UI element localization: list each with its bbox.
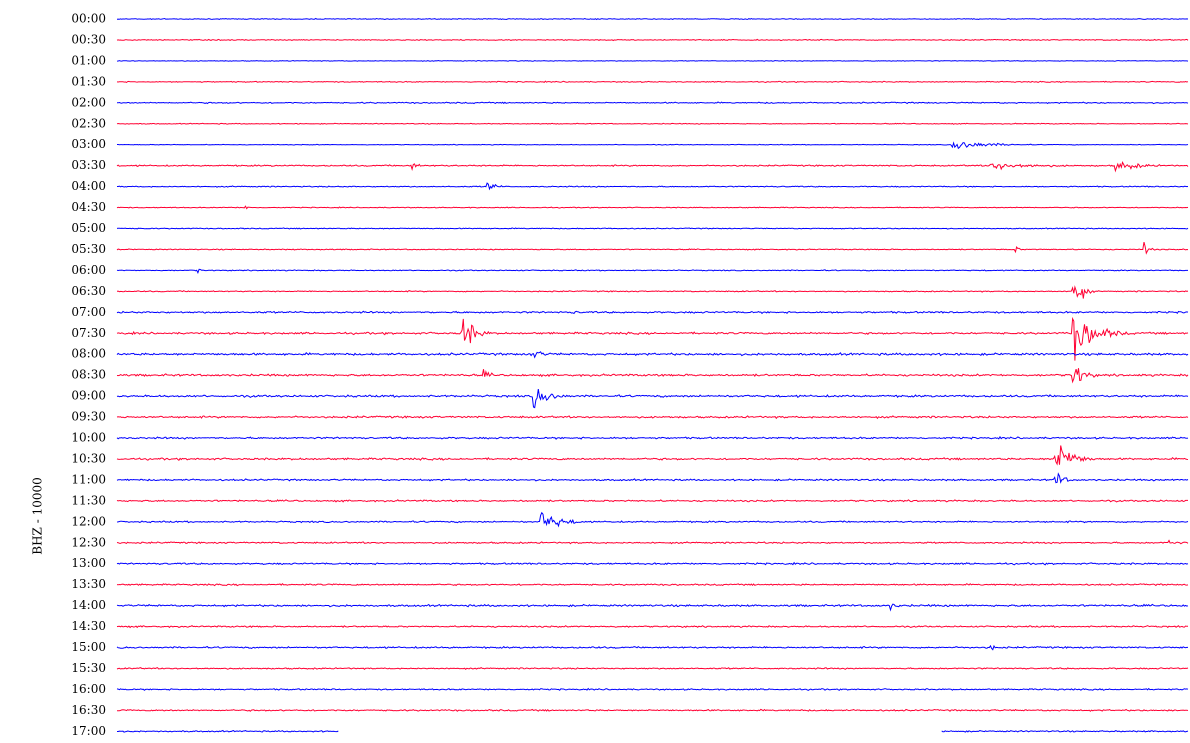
time-label: 03:00 xyxy=(71,137,106,151)
seismic-trace xyxy=(116,499,1188,503)
seismic-trace xyxy=(116,687,1189,691)
seismic-trace xyxy=(116,603,1189,612)
seismic-trace xyxy=(117,182,1189,191)
seismic-trace xyxy=(116,101,1189,105)
time-label: 05:00 xyxy=(71,221,106,235)
seismic-trace xyxy=(116,268,1188,274)
time-label: 08:00 xyxy=(71,347,106,361)
seismic-trace xyxy=(116,316,1189,361)
seismic-trace xyxy=(116,511,1189,528)
seismic-trace xyxy=(116,59,1189,62)
seismic-trace xyxy=(116,38,1189,42)
seismic-trace xyxy=(116,415,1189,420)
seismic-trace xyxy=(116,310,1189,315)
seismic-trace xyxy=(117,141,1189,150)
seismic-trace xyxy=(116,666,1189,670)
time-label: 01:30 xyxy=(71,74,106,88)
seismic-trace xyxy=(116,351,1189,359)
seismic-trace xyxy=(116,445,1189,466)
time-label: 04:30 xyxy=(71,200,106,214)
time-label: 05:30 xyxy=(71,242,106,256)
time-label: 00:30 xyxy=(71,32,106,46)
time-label: 10:30 xyxy=(71,451,106,465)
seismic-trace xyxy=(941,729,1189,733)
time-label: 06:00 xyxy=(71,263,106,277)
time-label: 01:00 xyxy=(71,53,106,67)
time-label: 02:00 xyxy=(71,95,106,109)
time-label: 15:30 xyxy=(71,661,106,675)
time-label: 17:00 xyxy=(71,724,106,738)
seismic-trace xyxy=(116,241,1189,255)
time-label: 14:30 xyxy=(71,619,106,633)
seismic-trace xyxy=(116,227,1189,230)
time-label: 12:30 xyxy=(71,535,106,549)
seismic-trace xyxy=(116,582,1189,587)
seismic-trace xyxy=(116,539,1189,545)
time-label: 04:00 xyxy=(71,179,106,193)
time-label: 02:30 xyxy=(71,116,106,130)
seismic-trace xyxy=(116,389,1189,409)
time-label: 15:00 xyxy=(71,640,106,654)
seismic-trace xyxy=(116,122,1189,125)
trace-group xyxy=(116,17,1189,733)
time-label: 14:00 xyxy=(71,598,106,612)
time-label: 09:00 xyxy=(71,389,106,403)
time-label: 00:00 xyxy=(71,12,106,26)
time-label-group: 00:00 00:30 01:00 01:30 02:00 02:30 03:00 03:30… xyxy=(71,12,106,738)
time-label: 03:30 xyxy=(71,158,106,172)
time-label: 07:00 xyxy=(71,305,106,319)
seismic-trace xyxy=(116,161,1189,173)
seismic-trace xyxy=(116,644,1188,651)
time-label: 06:30 xyxy=(71,284,106,298)
time-label: 07:30 xyxy=(71,326,106,340)
time-label: 11:00 xyxy=(71,472,106,486)
time-label: 10:00 xyxy=(71,431,106,445)
time-label: 16:00 xyxy=(71,682,106,696)
seismic-trace xyxy=(116,285,1189,299)
seismic-trace xyxy=(116,435,1189,440)
time-label: 09:30 xyxy=(71,410,106,424)
time-label: 11:30 xyxy=(71,493,106,507)
time-label: 16:30 xyxy=(71,703,106,717)
seismic-trace xyxy=(116,205,1189,210)
seismic-trace xyxy=(116,17,1189,21)
time-label: 12:00 xyxy=(71,514,106,528)
seismic-trace xyxy=(116,368,1189,384)
station-channel-label: BHZ - 10000 xyxy=(31,477,45,554)
time-label: 13:30 xyxy=(71,577,106,591)
seismic-trace xyxy=(116,80,1189,84)
time-label: 08:30 xyxy=(71,368,106,382)
seismic-trace xyxy=(116,472,1189,484)
seismic-trace xyxy=(116,624,1188,629)
seismic-trace xyxy=(117,729,339,733)
seismic-trace xyxy=(116,561,1189,566)
time-label: 13:00 xyxy=(71,556,106,570)
seismic-trace xyxy=(116,708,1189,712)
